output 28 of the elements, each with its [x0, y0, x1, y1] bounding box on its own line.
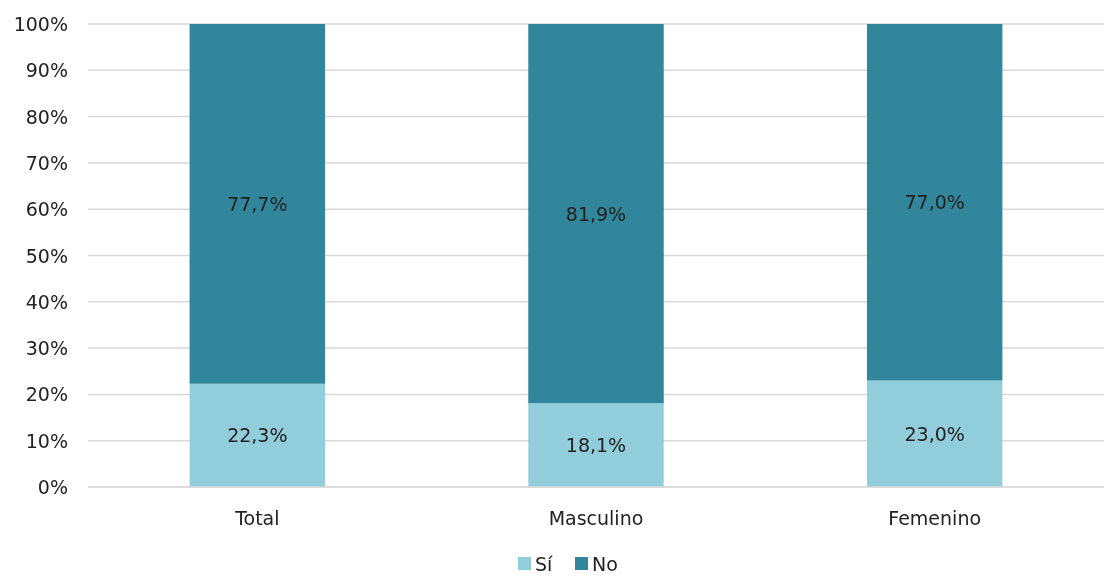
data-label: 22,3% — [227, 424, 288, 447]
x-tick-label: Masculino — [548, 507, 644, 529]
bar — [866, 380, 1003, 487]
y-tick-label: 40% — [25, 290, 68, 313]
x-tick-label: Femenino — [888, 507, 982, 529]
y-tick-label: 10% — [25, 429, 68, 452]
data-label: 77,0% — [904, 191, 965, 214]
data-label: 18,1% — [565, 434, 627, 457]
y-tick-label: 30% — [25, 337, 68, 360]
legend-label: No — [592, 553, 618, 575]
data-label: 81,9% — [565, 202, 627, 225]
y-tick-label: 100% — [13, 13, 68, 35]
y-tick-label: 80% — [25, 105, 68, 128]
y-tick-label: 60% — [25, 198, 68, 221]
y-tick-label: 0% — [37, 476, 68, 498]
bar — [528, 403, 664, 487]
y-tick-label: 70% — [25, 151, 68, 174]
y-tick-label: 50% — [25, 244, 68, 267]
data-label: 77,7% — [227, 192, 288, 215]
legend-label: Sí — [535, 553, 554, 575]
x-tick-label: Total — [234, 507, 280, 529]
y-tick-label: 20% — [25, 383, 68, 406]
bar — [189, 24, 326, 384]
bar — [189, 383, 326, 487]
y-tick-label: 90% — [25, 59, 68, 82]
bar — [866, 24, 1003, 381]
data-label: 23,0% — [904, 422, 965, 445]
bar — [528, 24, 664, 404]
